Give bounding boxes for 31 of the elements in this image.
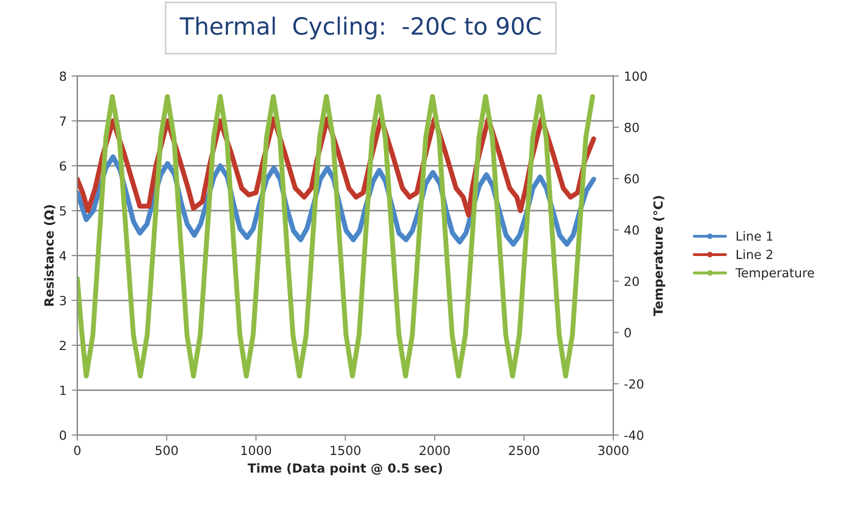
- legend-label: Line 1: [736, 231, 772, 241]
- x-tick-label: 500: [156, 446, 178, 456]
- y-tick-label: 5: [60, 206, 66, 216]
- y-tick-label: 2: [60, 340, 66, 350]
- x-tick-label: 2500: [509, 446, 540, 456]
- x-axis-title: Time (Data point @ 0.5 sec): [248, 463, 442, 476]
- y2-tick-label: 20: [624, 276, 639, 286]
- y2-axis-title: Temperature (°C): [653, 196, 666, 316]
- x-tick-label: 1000: [241, 446, 272, 456]
- y-axis-title: Resistance (Ω): [44, 205, 56, 306]
- x-tick-label: 3000: [598, 446, 628, 456]
- y2-tick-label: -40: [624, 430, 644, 440]
- y-tick-label: 4: [60, 251, 66, 260]
- y-tick-label: 0: [60, 430, 66, 440]
- legend-label: Temperature: [735, 268, 814, 280]
- y2-tick-label: 80: [624, 122, 639, 132]
- chart-title: Thermal Cycling: -20C to 90C: [180, 16, 541, 40]
- x-tick-label: 0: [74, 446, 80, 456]
- y-tick-label: 8: [60, 71, 66, 81]
- y-tick-label: 6: [60, 161, 66, 171]
- y2-tick-label: 60: [624, 174, 639, 184]
- x-tick-label: 2000: [420, 446, 450, 456]
- y-tick-label: 1: [60, 386, 66, 395]
- y-tick-label: 7: [60, 116, 66, 126]
- y2-tick-label: -20: [624, 379, 644, 389]
- y2-tick-label: 40: [624, 225, 639, 235]
- legend-label: Line 2: [736, 249, 772, 260]
- y2-tick-label: 100: [625, 71, 647, 81]
- x-tick-label: 1500: [330, 446, 360, 456]
- y-tick-label: 3: [60, 296, 66, 306]
- y2-tick-label: 0: [624, 328, 631, 338]
